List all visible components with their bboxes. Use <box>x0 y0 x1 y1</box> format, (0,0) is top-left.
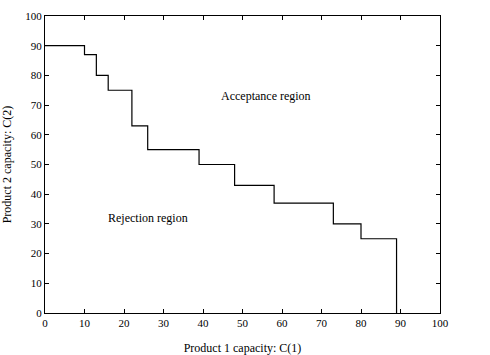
svg-text:20: 20 <box>31 247 43 259</box>
svg-text:70: 70 <box>316 317 328 329</box>
svg-text:100: 100 <box>432 317 449 329</box>
svg-text:10: 10 <box>31 277 43 289</box>
svg-text:60: 60 <box>31 129 43 141</box>
svg-text:90: 90 <box>31 40 43 52</box>
svg-text:90: 90 <box>395 317 407 329</box>
svg-text:50: 50 <box>237 317 249 329</box>
svg-text:Product 2 capacity: C(2): Product 2 capacity: C(2) <box>0 106 14 224</box>
svg-text:60: 60 <box>277 317 289 329</box>
svg-text:Rejection region: Rejection region <box>108 211 188 225</box>
svg-text:80: 80 <box>356 317 368 329</box>
svg-text:70: 70 <box>31 99 43 111</box>
svg-text:Acceptance region: Acceptance region <box>221 89 311 103</box>
svg-text:0: 0 <box>42 317 48 329</box>
svg-text:100: 100 <box>25 10 42 22</box>
svg-text:20: 20 <box>119 317 131 329</box>
svg-text:50: 50 <box>31 158 43 170</box>
svg-text:40: 40 <box>198 317 210 329</box>
svg-text:30: 30 <box>31 218 43 230</box>
svg-text:0: 0 <box>36 307 42 319</box>
svg-text:40: 40 <box>31 188 43 200</box>
svg-text:10: 10 <box>79 317 91 329</box>
svg-text:80: 80 <box>31 69 43 81</box>
svg-text:Product 1 capacity: C(1): Product 1 capacity: C(1) <box>184 341 302 355</box>
svg-text:30: 30 <box>158 317 170 329</box>
